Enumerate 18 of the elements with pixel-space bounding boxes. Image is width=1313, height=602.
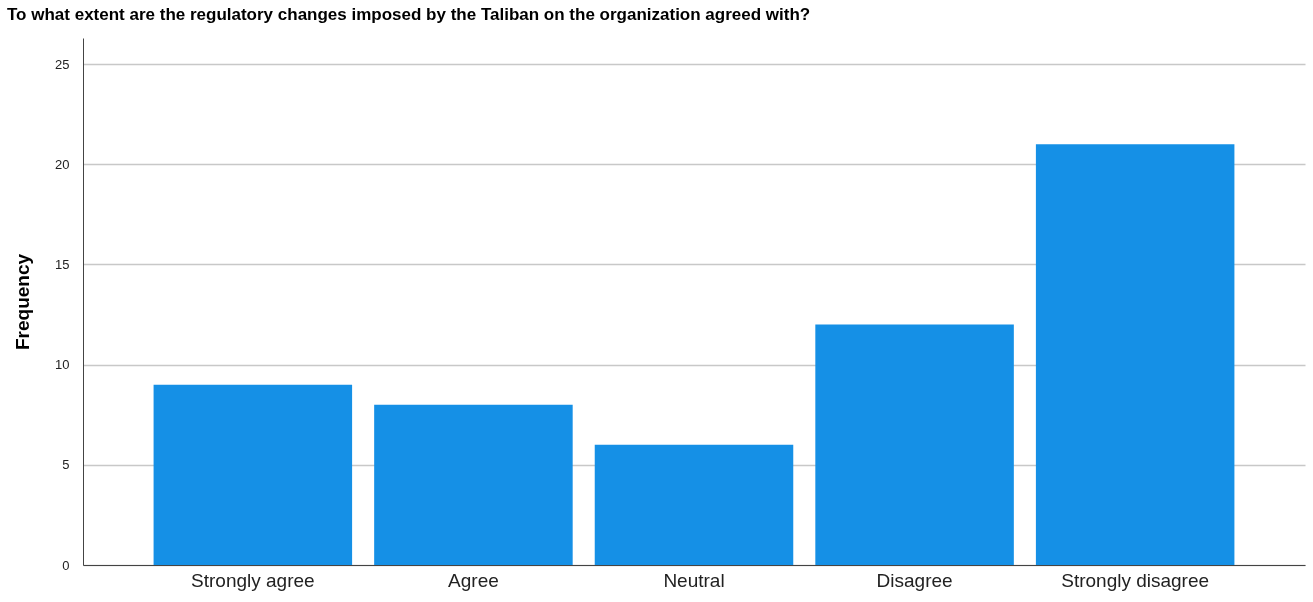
y-tick-label: 5	[62, 457, 70, 473]
chart-title: To what extent are the regulatory changes imposed by the Taliban on the organization agreed with?	[7, 5, 811, 24]
bar	[594, 444, 794, 565]
bar	[815, 324, 1014, 565]
x-tick-label: Strongly agree	[191, 569, 315, 591]
bar	[374, 404, 573, 565]
y-tick-label: 25	[55, 56, 70, 72]
x-tick-label: Strongly disagree	[1061, 569, 1210, 591]
bar	[153, 384, 353, 565]
y-axis-title: Frequency	[12, 253, 34, 351]
y-tick-label: 0	[62, 557, 70, 573]
bar	[1035, 144, 1235, 565]
x-tick-label: Neutral	[663, 569, 725, 591]
y-tick-label: 20	[55, 156, 70, 172]
y-tick-label: 10	[55, 357, 70, 373]
x-tick-label: Disagree	[876, 569, 953, 591]
x-tick-label: Agree	[448, 569, 499, 591]
y-tick-label: 15	[55, 256, 70, 272]
